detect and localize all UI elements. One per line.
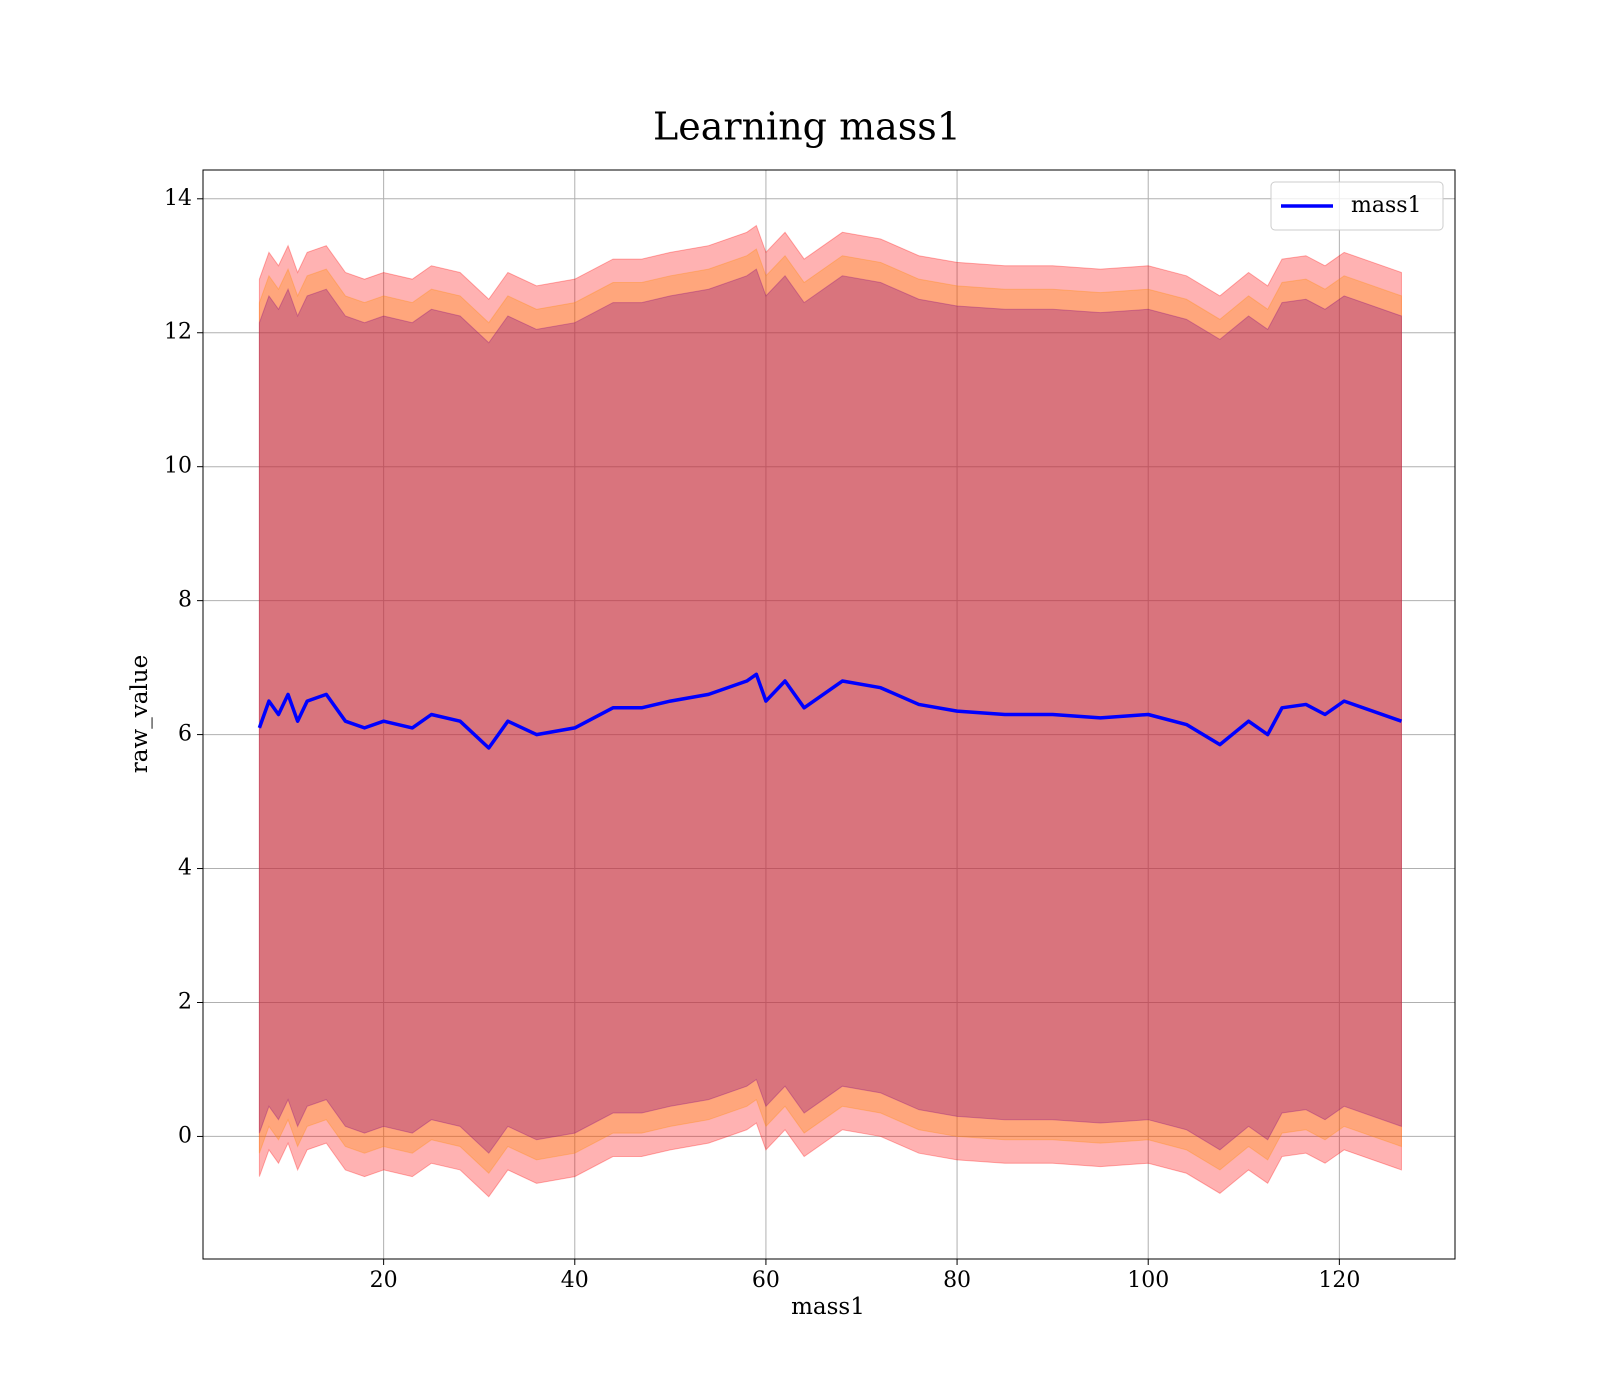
plot-frame [202, 169, 1456, 1260]
y-tick-label: 8 [178, 588, 192, 613]
x-tick-label: 120 [1318, 1268, 1360, 1293]
plot-area [257, 224, 1403, 1198]
band [258, 268, 1402, 1154]
band [258, 224, 1402, 1198]
legend-label: mass1 [1351, 193, 1422, 218]
x-axis-label: mass1 [791, 1294, 865, 1320]
legend-box [1270, 181, 1444, 231]
x-tick-label: 100 [1127, 1268, 1169, 1293]
line [257, 672, 1403, 750]
y-axis-label: raw_value [127, 655, 153, 773]
y-tick-label: 2 [178, 989, 192, 1014]
y-tick-label: 6 [178, 722, 192, 747]
y-tick-label: 4 [178, 856, 192, 881]
y-tick-label: 0 [178, 1123, 192, 1148]
x-tick-label: 20 [370, 1268, 398, 1293]
x-tick-label: 40 [561, 1268, 589, 1293]
x-tick-label: 60 [752, 1268, 780, 1293]
chart-title: Learning mass1 [653, 105, 961, 149]
y-tick-label: 12 [164, 320, 192, 345]
x-tick-label: 80 [943, 1268, 971, 1293]
y-tick-label: 10 [164, 454, 192, 479]
y-tick-label: 14 [164, 186, 192, 211]
band [258, 248, 1402, 1175]
